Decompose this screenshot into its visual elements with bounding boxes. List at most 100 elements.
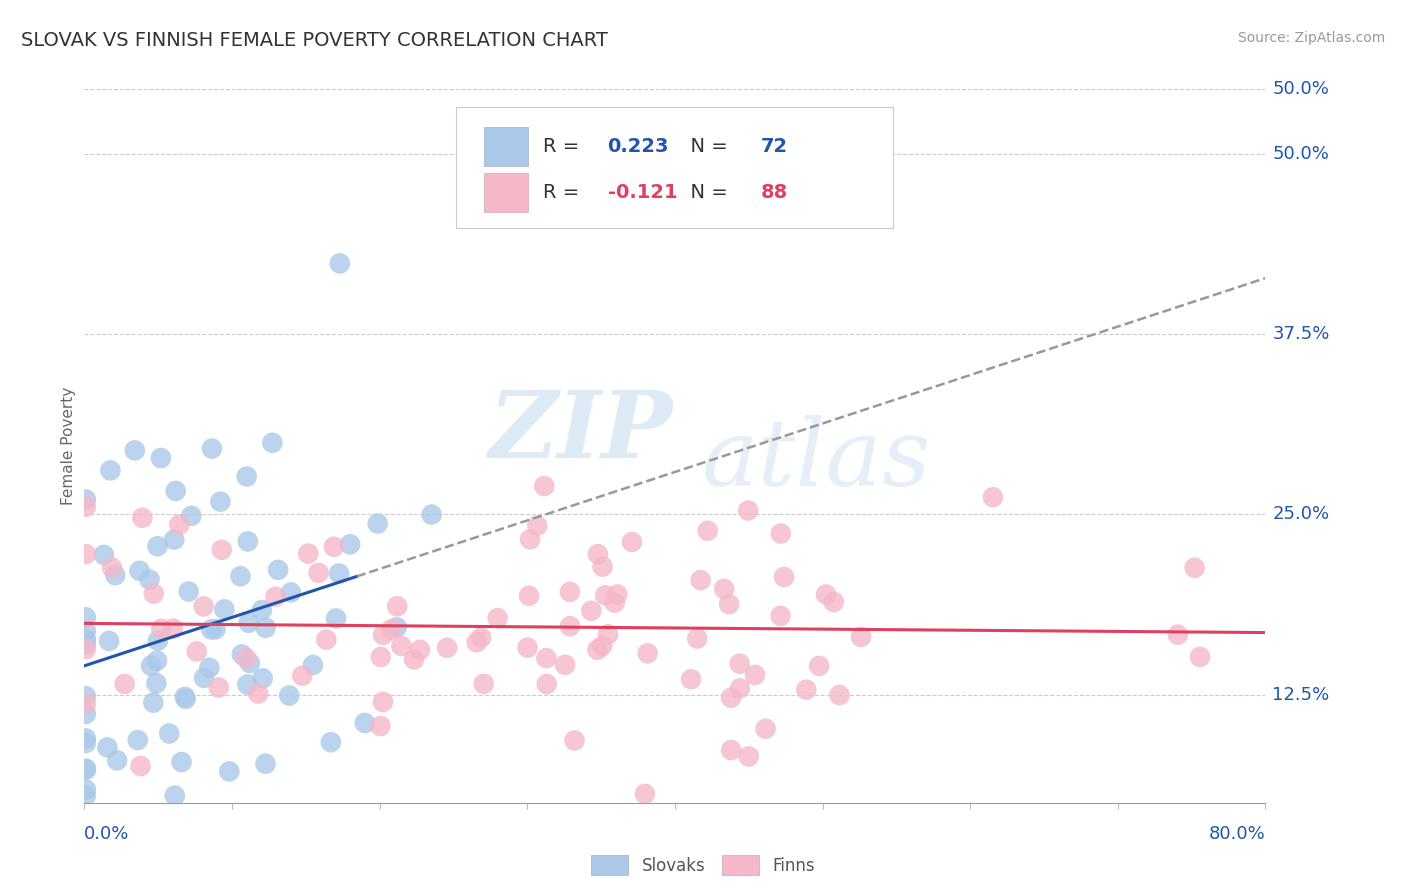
Point: [75, 642, 97, 657]
Point: [319, 735, 342, 749]
Point: [486, 611, 509, 625]
Point: [198, 661, 221, 675]
Point: [278, 689, 301, 703]
Point: [603, 596, 626, 610]
Point: [165, 483, 187, 498]
Point: [558, 585, 581, 599]
Point: [75, 762, 97, 776]
Point: [75, 731, 97, 746]
Point: [75, 632, 97, 647]
Point: [385, 599, 408, 614]
Point: [75, 492, 97, 507]
Point: [409, 643, 432, 657]
Point: [124, 443, 146, 458]
Point: [420, 508, 443, 522]
Point: [174, 692, 197, 706]
Point: [236, 534, 259, 549]
Point: [142, 586, 165, 600]
Point: [247, 687, 270, 701]
Point: [75, 697, 97, 711]
Point: [200, 623, 222, 637]
FancyBboxPatch shape: [457, 107, 893, 228]
Point: [593, 588, 616, 602]
Point: [329, 256, 352, 270]
Point: [96, 740, 118, 755]
Point: [127, 733, 149, 747]
Text: 72: 72: [761, 136, 789, 156]
Point: [262, 435, 284, 450]
Point: [146, 539, 169, 553]
Point: [201, 442, 224, 456]
Point: [849, 630, 872, 644]
Point: [526, 518, 548, 533]
Bar: [484, 127, 529, 166]
Point: [101, 560, 124, 574]
Point: [129, 759, 152, 773]
Point: [728, 681, 751, 696]
Text: 88: 88: [761, 183, 789, 202]
Point: [728, 657, 751, 671]
Point: [718, 597, 741, 611]
Text: SLOVAK VS FINNISH FEMALE POVERTY CORRELATION CHART: SLOVAK VS FINNISH FEMALE POVERTY CORRELA…: [21, 31, 607, 50]
Point: [128, 564, 150, 578]
Point: [592, 559, 614, 574]
Point: [634, 787, 657, 801]
Point: [146, 633, 169, 648]
Point: [75, 610, 97, 624]
Text: 37.5%: 37.5%: [1272, 326, 1330, 343]
Text: N =: N =: [679, 136, 734, 156]
Point: [75, 690, 97, 704]
Point: [235, 651, 257, 665]
Point: [353, 715, 375, 730]
Point: [186, 644, 208, 658]
Point: [536, 677, 558, 691]
Point: [114, 677, 136, 691]
Point: [637, 646, 659, 660]
Point: [814, 587, 837, 601]
Point: [1184, 561, 1206, 575]
Point: [146, 654, 169, 668]
Point: [981, 490, 1004, 504]
Point: [581, 604, 603, 618]
Point: [93, 548, 115, 562]
Point: [193, 599, 215, 614]
Point: [149, 450, 172, 465]
Point: [686, 632, 709, 646]
Point: [254, 756, 277, 771]
Point: [75, 763, 97, 777]
Point: [254, 621, 277, 635]
Point: [204, 622, 226, 636]
Point: [564, 733, 586, 747]
Point: [385, 620, 408, 634]
Point: [339, 537, 361, 551]
Point: [681, 672, 703, 686]
Point: [302, 658, 325, 673]
Point: [586, 642, 609, 657]
Point: [436, 640, 458, 655]
Point: [794, 682, 817, 697]
Point: [516, 640, 538, 655]
Text: N =: N =: [679, 183, 734, 202]
Point: [229, 569, 252, 583]
Text: 25.0%: 25.0%: [1272, 506, 1330, 524]
Point: [162, 622, 184, 636]
Point: [536, 651, 558, 665]
Point: [214, 602, 236, 616]
Point: [142, 696, 165, 710]
Point: [769, 608, 792, 623]
Point: [104, 568, 127, 582]
Point: [193, 671, 215, 685]
Point: [75, 500, 97, 514]
Point: [713, 582, 735, 596]
Point: [236, 677, 259, 691]
Point: [371, 628, 394, 642]
Point: [823, 595, 845, 609]
Point: [720, 690, 742, 705]
Text: atlas: atlas: [702, 416, 931, 505]
Text: 12.5%: 12.5%: [1272, 686, 1330, 704]
Point: [696, 524, 718, 538]
Point: [737, 503, 759, 517]
Point: [558, 619, 581, 633]
Point: [208, 681, 231, 695]
Point: [180, 508, 202, 523]
